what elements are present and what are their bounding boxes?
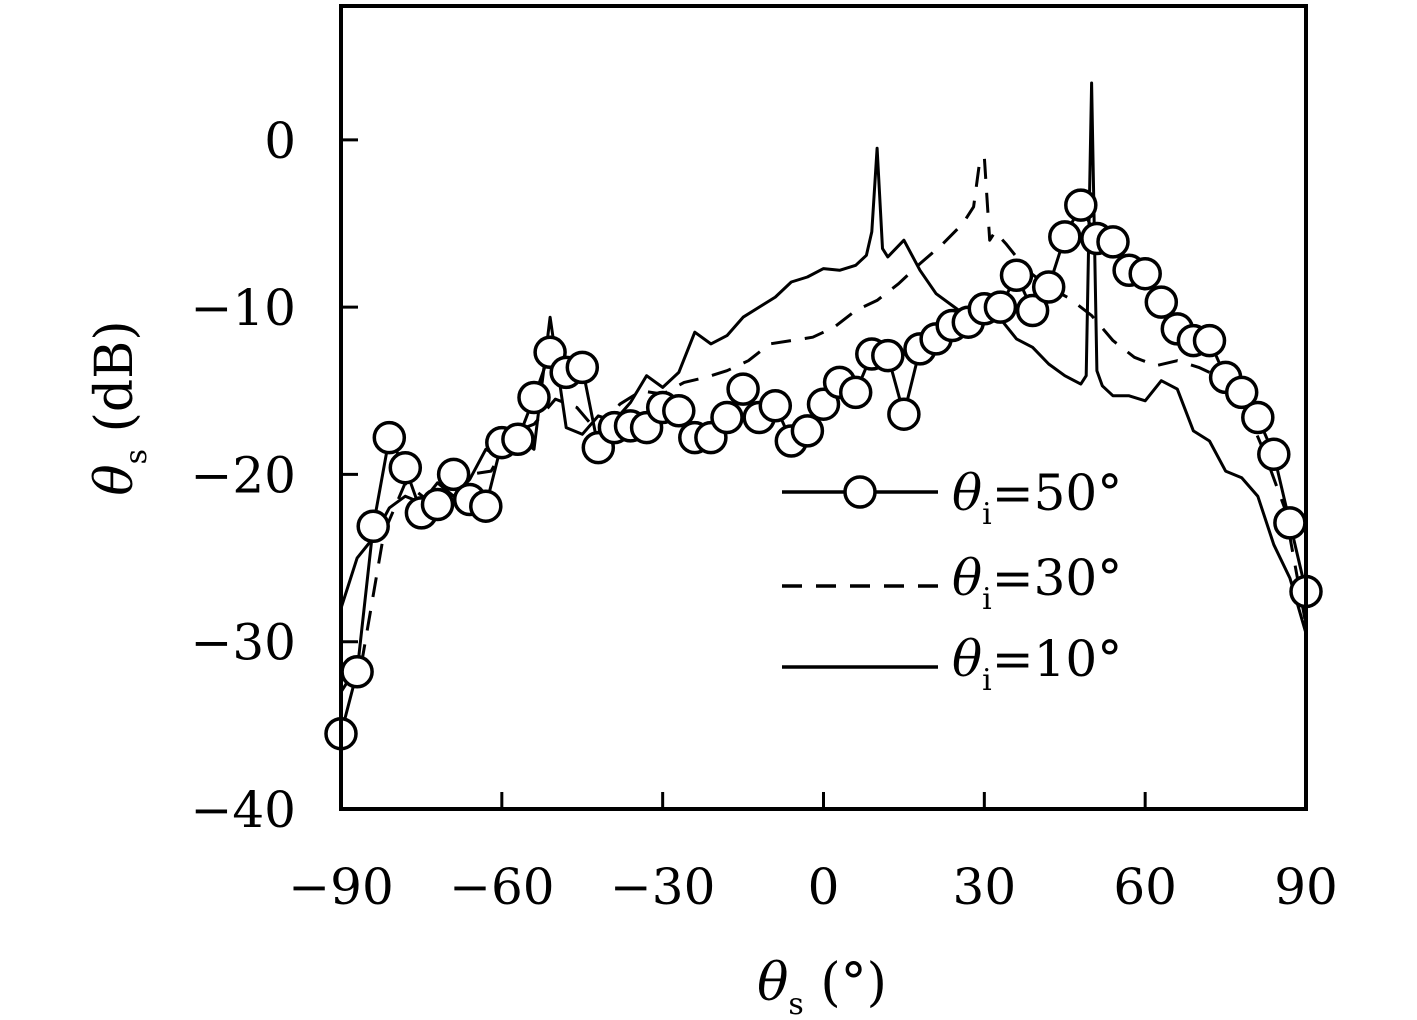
series-0-point — [1192, 323, 1227, 358]
legend-label-0-value: =50° — [992, 464, 1123, 522]
series-0-point — [436, 457, 471, 492]
legend-marker-0 — [843, 475, 877, 509]
series-0-point — [983, 290, 1018, 324]
y-axis-label-sub: s — [119, 449, 154, 464]
series-0-point — [469, 489, 503, 523]
series-0-point — [758, 389, 793, 423]
series-0-point — [871, 338, 905, 373]
legend-label-1: θi=30° — [952, 549, 1122, 617]
series-0-point — [1224, 375, 1259, 410]
series-0-point — [1015, 293, 1050, 328]
legend-label-0: θi=50° — [952, 464, 1122, 532]
x-tick-label-3: 0 — [808, 858, 840, 916]
y-tick-label-0: −40 — [190, 781, 296, 839]
series-0-point — [1048, 220, 1082, 254]
series-0-point — [1128, 256, 1162, 291]
series-0-point — [1144, 285, 1179, 319]
y-axis-label: θs (dB) — [85, 320, 154, 495]
x-tick-label-4: 30 — [953, 858, 1017, 916]
series-0-point — [372, 420, 407, 455]
series-0-point — [388, 450, 423, 485]
series-line-1 — [339, 155, 1308, 693]
legend-label-0-sub: i — [982, 497, 992, 532]
series-0-point — [710, 400, 744, 435]
series-0-point — [1031, 270, 1066, 304]
y-tick-label-2: −20 — [190, 446, 296, 504]
y-axis-label-symbol: θ — [85, 464, 145, 495]
legend-label-1-symbol: θ — [952, 549, 982, 607]
series-0-point — [838, 375, 873, 410]
legend-label-0-symbol: θ — [952, 464, 982, 522]
legend-label-1-value: =30° — [992, 549, 1123, 607]
y-tick-label-1: −30 — [190, 614, 296, 672]
x-tick-label-2: −30 — [610, 858, 716, 916]
series-0-point — [565, 350, 600, 385]
x-tick-label-1: −60 — [449, 858, 555, 916]
series-0-point — [887, 397, 921, 431]
series-0-point — [501, 422, 535, 457]
legend-label-2-value: =10° — [992, 630, 1123, 688]
x-tick-label-5: 60 — [1113, 858, 1177, 916]
x-axis-label-symbol: θ — [757, 953, 788, 1013]
series-0-point — [1273, 506, 1307, 540]
series-0-point — [662, 394, 696, 428]
x-tick-label-0: −90 — [288, 858, 394, 916]
series-0-point — [1096, 225, 1130, 259]
series-0-point — [790, 414, 825, 448]
y-tick-label-4: 0 — [264, 112, 296, 170]
legend: θi=50° θi=30° θi=10° — [782, 464, 1122, 698]
x-tick-label-6: 90 — [1274, 858, 1338, 916]
series-0-point — [1241, 400, 1275, 435]
series-line-2 — [339, 81, 1308, 634]
y-axis-label-unit: (dB) — [85, 320, 145, 449]
series-0-point — [420, 487, 455, 522]
series-0-point — [340, 655, 374, 689]
legend-label-2-sub: i — [982, 663, 992, 698]
y-tick-label-3: −10 — [190, 279, 296, 337]
ticks-layer: −90 −60 −30 0 30 60 90 −40 −30 −20 −10 0 — [190, 112, 1337, 916]
legend-entry-2: θi=10° — [782, 630, 1122, 698]
legend-label-2-symbol: θ — [952, 630, 982, 688]
series-0-point — [1064, 188, 1098, 222]
series-0-point — [726, 372, 760, 406]
legend-label-1-sub: i — [982, 582, 992, 617]
x-axis-label-sub: s — [788, 987, 803, 1020]
series-0-point — [999, 258, 1034, 293]
legend-entry-1: θi=30° — [782, 549, 1122, 617]
series-0-point — [517, 380, 551, 415]
x-axis-label: θs (°) — [757, 953, 887, 1020]
legend-entry-0: θi=50° — [782, 464, 1122, 532]
legend-label-2: θi=10° — [952, 630, 1122, 698]
series-line-0 — [339, 203, 1308, 735]
x-axis-label-unit: (°) — [804, 953, 887, 1013]
series-0-point — [356, 509, 390, 544]
series-layer — [324, 81, 1323, 751]
series-0-point — [1257, 437, 1291, 472]
